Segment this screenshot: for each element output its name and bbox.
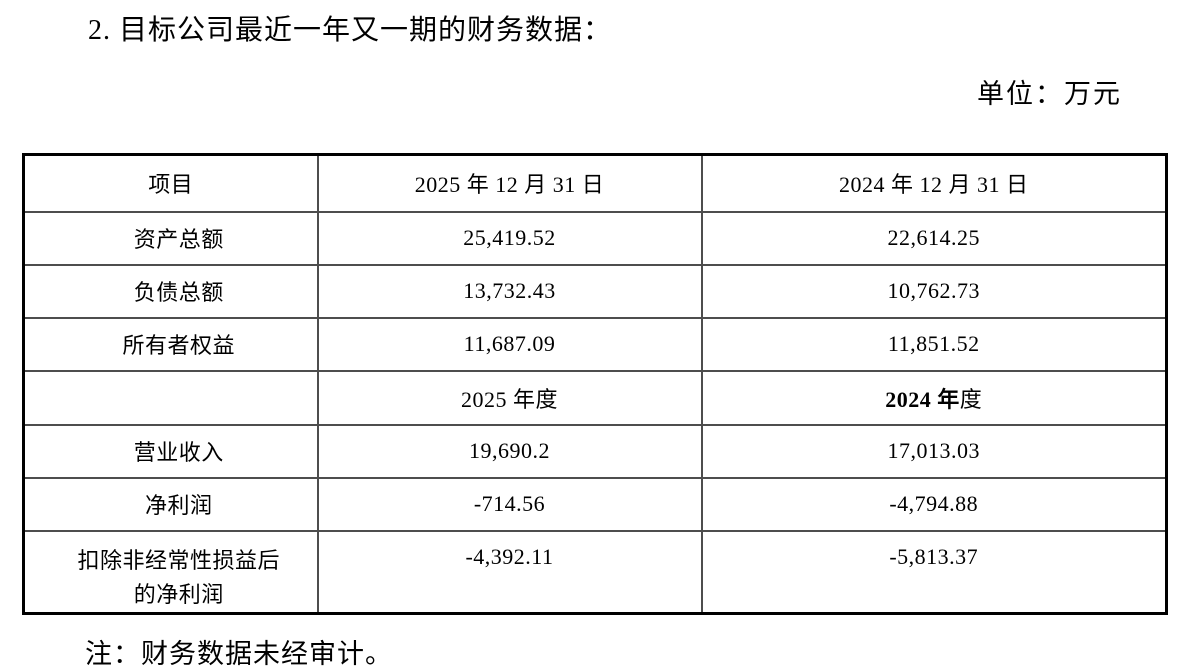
row-label: 所有者权益 [22, 316, 319, 372]
section-title: 2. 目标公司最近一年又一期的财务数据： [88, 15, 613, 46]
table-row: 扣除非经常性损益后的净利润 -4,392.11 -5,813.37 [22, 529, 1168, 615]
period-header-2025: 2025 年度 [316, 369, 703, 426]
value-2024: 10,762.73 [700, 263, 1168, 319]
row-label: 营业收入 [22, 423, 319, 479]
table-row: 净利润 -714.56 -4,794.88 [22, 476, 1168, 532]
row-label: 负债总额 [22, 263, 319, 319]
value-2025: 25,419.52 [316, 210, 703, 266]
value-2025: 19,690.2 [316, 423, 703, 479]
table-row: 负债总额 13,732.43 10,762.73 [22, 263, 1168, 319]
table-row: 资产总额 25,419.52 22,614.25 [22, 210, 1168, 266]
period-header-2024-regular: 度 [959, 386, 983, 412]
value-2025: 11,687.09 [316, 316, 703, 372]
value-2024: -4,794.88 [700, 476, 1168, 532]
period-header-row: 2025 年度 2024 年度 [22, 369, 1168, 426]
value-2024: 17,013.03 [700, 423, 1168, 479]
table-row: 所有者权益 11,687.09 11,851.52 [22, 316, 1168, 372]
value-2024: 11,851.52 [700, 316, 1168, 372]
row-label: 资产总额 [22, 210, 319, 266]
period-header-2024: 2024 年度 [700, 369, 1168, 426]
financial-data-table: 项目 2025 年 12 月 31 日 2024 年 12 月 31 日 资产总… [22, 153, 1168, 615]
empty-cell [22, 369, 319, 426]
unit-label: 单位：万元 [977, 79, 1122, 109]
value-2025: -4,392.11 [316, 529, 703, 615]
row-label: 扣除非经常性损益后的净利润 [22, 529, 319, 615]
value-2024: -5,813.37 [700, 529, 1168, 615]
table-row: 营业收入 19,690.2 17,013.03 [22, 423, 1168, 479]
column-header-item: 项目 [22, 153, 319, 213]
value-2025: 13,732.43 [316, 263, 703, 319]
column-header-date-2025: 2025 年 12 月 31 日 [316, 153, 703, 213]
row-label-text: 扣除非经常性损益后的净利润 [77, 547, 280, 607]
row-label: 净利润 [22, 476, 319, 532]
value-2025: -714.56 [316, 476, 703, 532]
table-header-row: 项目 2025 年 12 月 31 日 2024 年 12 月 31 日 [22, 153, 1168, 213]
audit-footnote: 注：财务数据未经审计。 [85, 639, 393, 669]
period-header-2024-bold: 2024 年 [885, 386, 960, 412]
value-2024: 22,614.25 [700, 210, 1168, 266]
column-header-date-2024: 2024 年 12 月 31 日 [700, 153, 1168, 213]
